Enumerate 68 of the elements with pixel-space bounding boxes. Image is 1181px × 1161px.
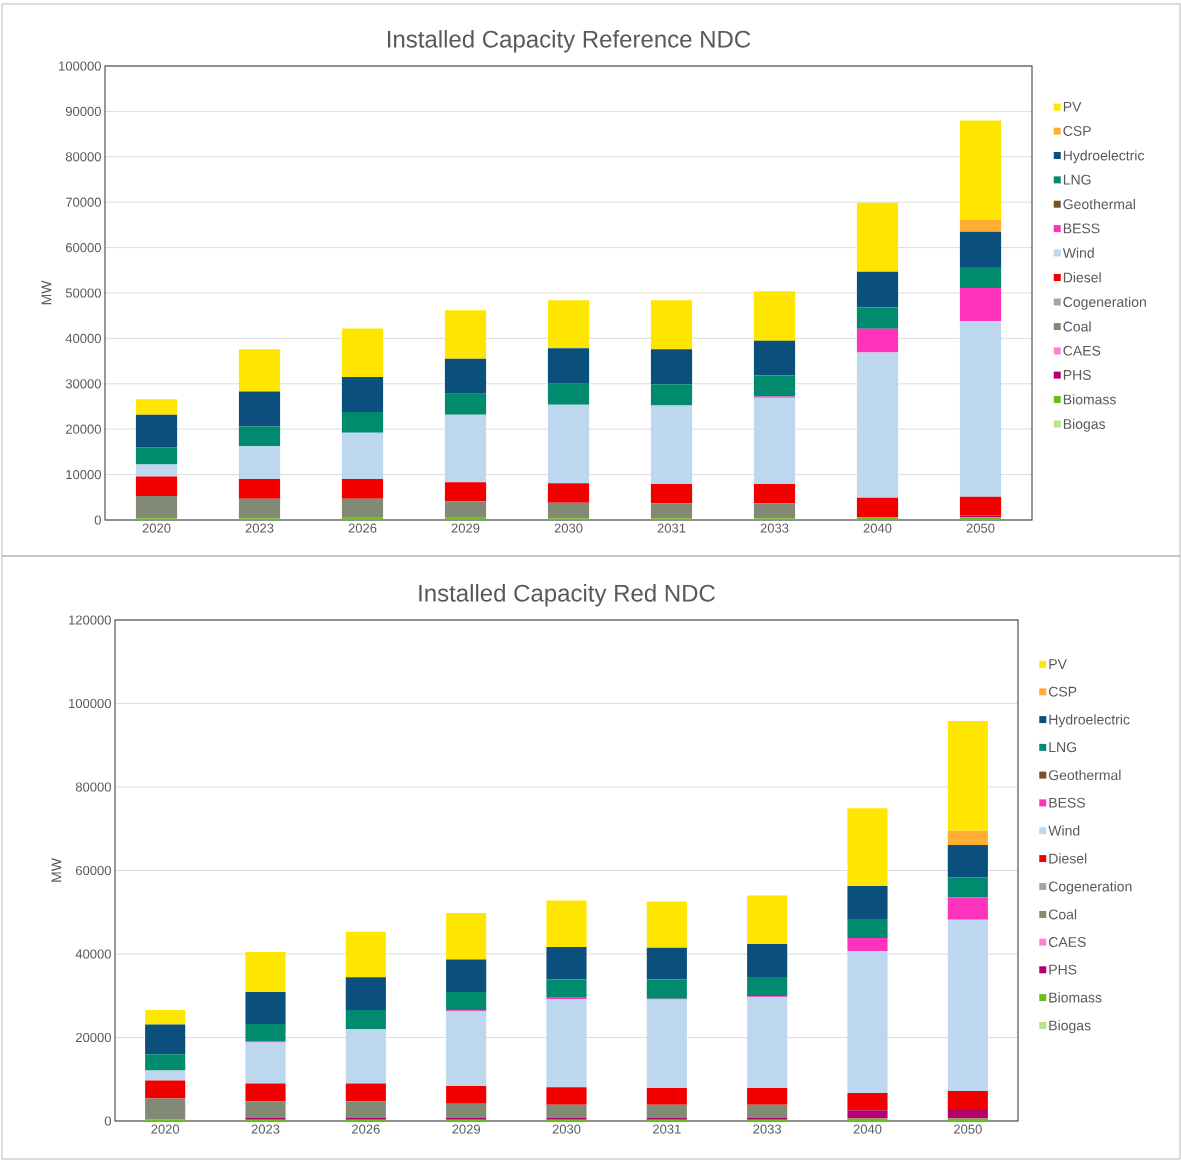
legend-label: CAES xyxy=(1048,937,1086,947)
chart-title: Installed Capacity Red NDC xyxy=(419,584,715,607)
legend-label: Hydroelectric xyxy=(1049,714,1130,728)
y-tick-label: 40000 xyxy=(65,333,101,343)
y-tick-label: 70000 xyxy=(66,197,101,207)
y-axis-title: MW xyxy=(41,280,52,305)
x-tick-label: 2031 xyxy=(657,523,686,533)
legend-label: PV xyxy=(1063,101,1082,112)
legend-label: LNG xyxy=(1049,742,1077,753)
legend-label: PHS xyxy=(1063,369,1091,380)
legend-label: Wind xyxy=(1048,825,1080,836)
y-tick-label: 90000 xyxy=(65,106,101,116)
y-tick-label: 20000 xyxy=(65,424,101,434)
y-tick-label: 100000 xyxy=(59,61,101,71)
legend-label: LNG xyxy=(1063,174,1091,185)
y-tick-label: 100000 xyxy=(69,698,111,709)
y-tick-label: 0 xyxy=(94,515,101,525)
x-tick-label: 2040 xyxy=(853,1124,882,1134)
legend-label: Biogas xyxy=(1049,1020,1091,1034)
y-tick-label: 0 xyxy=(104,1116,111,1126)
x-tick-label: 2026 xyxy=(348,523,377,533)
x-tick-label: 2026 xyxy=(352,1124,380,1134)
x-tick-label: 2033 xyxy=(760,523,789,533)
y-tick-label: 40000 xyxy=(75,949,111,959)
x-tick-label: 2033 xyxy=(753,1124,782,1134)
y-tick-label: 30000 xyxy=(65,379,101,389)
legend-label: Diesel xyxy=(1049,853,1087,864)
x-tick-label: 2029 xyxy=(451,523,480,533)
y-tick-label: 80000 xyxy=(75,782,111,792)
y-tick-label: 120000 xyxy=(69,615,111,625)
legend-label: Coal xyxy=(1063,321,1091,332)
y-tick-label: 60000 xyxy=(75,865,111,876)
x-tick-label: 2023 xyxy=(245,523,274,533)
x-tick-label: 2020 xyxy=(142,523,171,533)
y-tick-label: 80000 xyxy=(65,152,101,162)
legend-label: Geothermal xyxy=(1063,198,1135,210)
legend-label: BESS xyxy=(1049,797,1085,808)
y-tick-label: 50000 xyxy=(65,288,101,298)
x-tick-label: 2031 xyxy=(653,1124,681,1134)
x-tick-label: 2040 xyxy=(863,523,892,533)
x-tick-label: 2050 xyxy=(966,523,995,533)
y-tick-label: 10000 xyxy=(66,469,101,480)
x-tick-label: 2050 xyxy=(954,1124,982,1134)
legend-label: BESS xyxy=(1063,223,1100,234)
legend-label: Diesel xyxy=(1063,272,1101,283)
legend-label: PHS xyxy=(1049,964,1077,975)
legend-label: Wind xyxy=(1062,247,1094,258)
legend-label: Geothermal xyxy=(1048,769,1121,781)
legend-label: Cogeneration xyxy=(1048,881,1132,895)
legend-label: Biogas xyxy=(1063,418,1106,432)
legend-label: Hydroelectric xyxy=(1063,150,1145,164)
legend-label: Cogeneration xyxy=(1063,296,1146,310)
x-tick-label: 2030 xyxy=(552,1124,581,1134)
legend-label: Biomass xyxy=(1049,992,1102,1003)
legend-label: PV xyxy=(1049,659,1067,669)
x-tick-label: 2030 xyxy=(554,523,583,533)
chart-title: Installed Capacity Reference NDC xyxy=(387,30,751,53)
legend-label: Biomass xyxy=(1063,394,1116,405)
legend-label: CAES xyxy=(1063,345,1101,356)
y-tick-label: 20000 xyxy=(75,1032,111,1043)
legend-label: CSP xyxy=(1063,125,1091,136)
y-axis-title: MW xyxy=(51,858,62,882)
x-tick-label: 2029 xyxy=(452,1124,481,1134)
legend-label: Coal xyxy=(1048,909,1077,920)
x-tick-label: 2023 xyxy=(251,1124,280,1134)
legend-label: CSP xyxy=(1048,686,1077,697)
x-tick-label: 2020 xyxy=(151,1124,180,1134)
y-tick-label: 60000 xyxy=(65,242,101,253)
